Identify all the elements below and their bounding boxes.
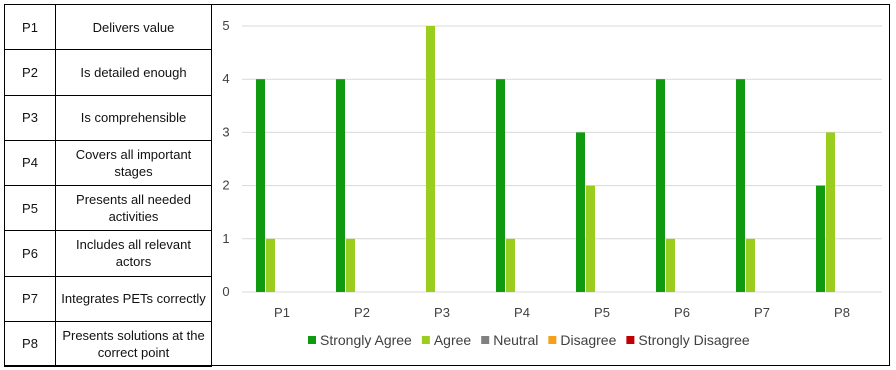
- bar-agree-p6: [666, 238, 675, 292]
- bar-strongly-agree-p4: [496, 79, 505, 292]
- property-id: P8: [4, 320, 56, 368]
- table-row: P4 Covers all important stages: [4, 139, 212, 187]
- table-row: P2 Is detailed enough: [4, 49, 212, 96]
- property-id: P2: [4, 49, 56, 96]
- y-tick-label: 5: [222, 18, 229, 33]
- property-label: Is detailed enough: [55, 49, 212, 96]
- bar-agree-p1: [266, 238, 275, 292]
- property-label: Is comprehensible: [55, 94, 212, 141]
- y-tick-label: 2: [222, 178, 229, 193]
- property-id: P5: [4, 184, 56, 232]
- table-row: P6 Includes all relevant actors: [4, 230, 212, 277]
- bars: [256, 26, 835, 292]
- property-label: Presents all needed activities: [55, 184, 212, 232]
- y-tick-label: 0: [222, 284, 229, 299]
- legend-swatch: [626, 336, 635, 344]
- bar-strongly-agree-p2: [336, 79, 345, 292]
- legend-entry: Disagree: [560, 332, 616, 348]
- bar-strongly-agree-p1: [256, 79, 265, 292]
- y-tick-label: 1: [222, 231, 229, 246]
- bar-agree-p8: [826, 132, 835, 292]
- bar-strongly-agree-p7: [736, 79, 745, 292]
- property-label: Integrates PETs correctly: [55, 275, 212, 322]
- property-id: P3: [4, 94, 56, 141]
- property-id: P7: [4, 275, 56, 322]
- bar-strongly-agree-p5: [576, 132, 585, 292]
- property-id: P4: [4, 139, 56, 187]
- x-tick-label: P1: [274, 305, 290, 320]
- property-label: Includes all relevant actors: [55, 230, 212, 277]
- bar-agree-p2: [346, 238, 355, 292]
- table-row: P7 Integrates PETs correctly: [4, 275, 212, 322]
- legend-entry: Agree: [434, 332, 472, 348]
- legend-swatch: [548, 336, 557, 344]
- x-tick-label: P2: [354, 305, 370, 320]
- bar-strongly-agree-p6: [656, 79, 665, 292]
- legend-entry: Neutral: [493, 332, 538, 348]
- property-label: Presents solutions at the correct point: [55, 320, 212, 368]
- property-id: P1: [4, 3, 56, 51]
- x-axis-ticks: P1 P2 P3 P4 P5 P6 P7 P8: [274, 305, 850, 320]
- legend-entry: Strongly Agree: [320, 332, 412, 348]
- legend-entry: Strongly Disagree: [638, 332, 749, 348]
- property-id: P6: [4, 230, 56, 277]
- legend-swatch: [421, 336, 430, 344]
- y-axis-ticks: 0 1 2 3 4 5: [222, 18, 229, 299]
- legend-swatch: [308, 336, 316, 344]
- x-tick-label: P5: [594, 305, 610, 320]
- table-row: P3 Is comprehensible: [4, 94, 212, 141]
- y-tick-label: 3: [222, 124, 229, 139]
- x-tick-label: P4: [514, 305, 530, 320]
- table-row: P8 Presents solutions at the correct poin…: [4, 320, 212, 368]
- bar-agree-p4: [506, 238, 515, 292]
- bar-strongly-agree-p8: [816, 185, 825, 292]
- table-row: P1 Delivers value: [4, 3, 212, 51]
- bar-agree-p3: [426, 26, 435, 292]
- legend-swatch: [481, 336, 490, 344]
- bar-chart: 0 1 2 3 4 5 P1 P2 P3 P4 P5 P6 P7 P8 Strongly Agree Ag…: [222, 18, 882, 348]
- bar-agree-p7: [746, 238, 755, 292]
- property-label: Delivers value: [55, 3, 212, 51]
- y-tick-label: 4: [222, 71, 229, 86]
- x-tick-label: P6: [674, 305, 690, 320]
- x-tick-label: P7: [754, 305, 770, 320]
- property-label: Covers all important stages: [55, 139, 212, 187]
- x-tick-label: P3: [434, 305, 450, 320]
- properties-table: P1 Delivers value P2 Is detailed enough P3 Is…: [4, 3, 212, 368]
- bar-agree-p5: [586, 185, 595, 292]
- legend: Strongly Agree Agree Neutral Disagree Strong…: [308, 332, 750, 348]
- table-row: P5 Presents all needed activities: [4, 184, 212, 232]
- x-tick-label: P8: [834, 305, 850, 320]
